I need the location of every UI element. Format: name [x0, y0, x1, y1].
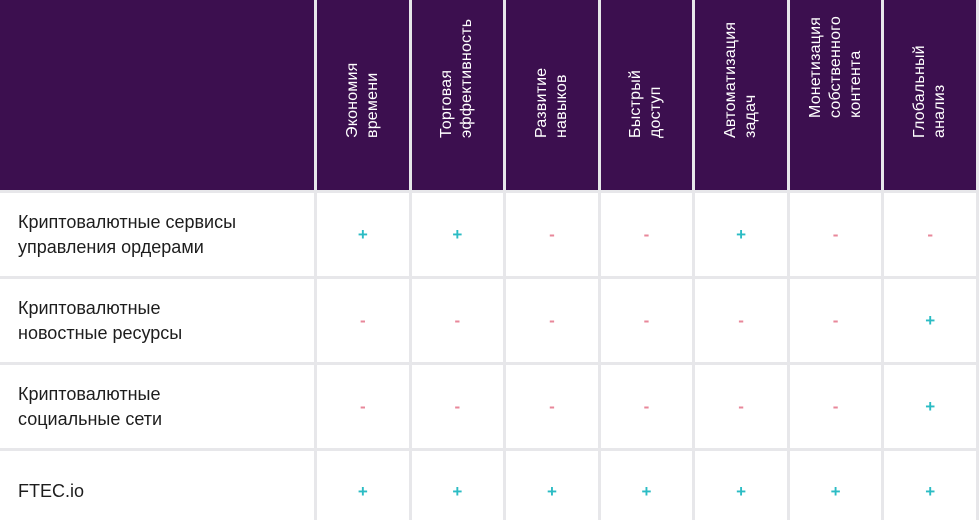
feature-mark: + — [736, 482, 747, 501]
table-cell: - — [506, 193, 598, 276]
table-cell: + — [411, 451, 504, 532]
feature-mark: + — [830, 482, 841, 501]
feature-mark: + — [452, 225, 463, 244]
table-cell: + — [695, 193, 787, 276]
feature-mark: - — [454, 311, 461, 330]
feature-mark: + — [925, 311, 936, 330]
row-header: Криптовалютные сервисы управления ордера… — [0, 193, 314, 276]
table-cell: - — [317, 365, 409, 448]
table-cell: - — [411, 279, 504, 362]
feature-mark: - — [359, 311, 366, 330]
table-cell: + — [317, 451, 409, 532]
header-corner — [0, 0, 314, 190]
table-cell: + — [317, 193, 409, 276]
column-header: Автоматизация задач — [695, 0, 787, 190]
feature-mark: - — [549, 225, 555, 244]
row-label: Криптовалютные сервисы управления ордера… — [18, 211, 237, 257]
feature-mark: + — [357, 482, 368, 501]
column-header-label: Глобальный анализ — [911, 45, 949, 138]
feature-mark: - — [643, 311, 650, 330]
comparison-table: Экономия времени Торговая эффективность … — [0, 0, 979, 520]
column-header: Монетизация собственного контента — [789, 0, 882, 190]
column-header-label: Торговая эффективность — [438, 18, 476, 138]
column-header-label: Автоматизация задач — [722, 21, 760, 138]
table-cell: - — [695, 365, 787, 448]
table-cell: + — [600, 451, 693, 532]
column-header-label: Монетизация собственного контента — [806, 16, 864, 118]
feature-mark: + — [452, 482, 463, 501]
row-label: Криптовалютные новостные ресурсы — [18, 297, 183, 343]
row-header: Криптовалютные новостные ресурсы — [0, 279, 314, 362]
feature-mark: - — [549, 397, 555, 416]
table-cell: - — [695, 279, 787, 362]
feature-mark: + — [925, 397, 936, 416]
table-cell: + — [695, 451, 787, 532]
feature-mark: - — [738, 311, 744, 330]
table-cell: + — [506, 451, 598, 532]
feature-mark: - — [549, 311, 555, 330]
feature-mark: - — [832, 225, 839, 244]
table-cell: - — [789, 365, 882, 448]
column-header-label: Быстрый доступ — [627, 69, 665, 138]
feature-mark: + — [925, 482, 936, 501]
table-cell: + — [884, 365, 976, 448]
feature-mark: - — [454, 397, 461, 416]
column-header: Глобальный анализ — [884, 0, 976, 190]
column-header: Быстрый доступ — [600, 0, 693, 190]
table-cell: - — [506, 365, 598, 448]
row-label: Криптовалютные социальные сети — [18, 383, 163, 429]
feature-mark: - — [832, 311, 839, 330]
table-cell: - — [789, 193, 882, 276]
feature-mark: - — [927, 225, 934, 244]
row-header: Криптовалютные социальные сети — [0, 365, 314, 448]
table-cell: - — [884, 193, 976, 276]
column-header-label: Экономия времени — [343, 62, 381, 138]
table-cell: - — [411, 365, 504, 448]
row-header: FTEC.io — [0, 451, 314, 532]
feature-mark: + — [546, 482, 557, 501]
feature-mark: + — [357, 225, 368, 244]
feature-mark: + — [736, 225, 747, 244]
feature-mark: - — [738, 397, 744, 416]
feature-mark: - — [359, 397, 366, 416]
feature-mark: - — [832, 397, 839, 416]
table-cell: - — [600, 193, 693, 276]
table-cell: - — [600, 279, 693, 362]
row-label: FTEC.io — [18, 481, 85, 501]
table-cell: - — [317, 279, 409, 362]
table-cell: + — [884, 451, 976, 532]
table-cell: - — [789, 279, 882, 362]
feature-mark: - — [643, 225, 650, 244]
column-header: Торговая эффективность — [411, 0, 504, 190]
column-header-label: Развитие навыков — [532, 67, 570, 138]
table-cell: - — [600, 365, 693, 448]
table-cell: + — [411, 193, 504, 276]
table-cell: + — [884, 279, 976, 362]
table-cell: + — [789, 451, 882, 532]
column-header: Развитие навыков — [506, 0, 598, 190]
feature-mark: - — [643, 397, 650, 416]
column-header: Экономия времени — [317, 0, 409, 190]
table-cell: - — [506, 279, 598, 362]
feature-mark: + — [641, 482, 652, 501]
